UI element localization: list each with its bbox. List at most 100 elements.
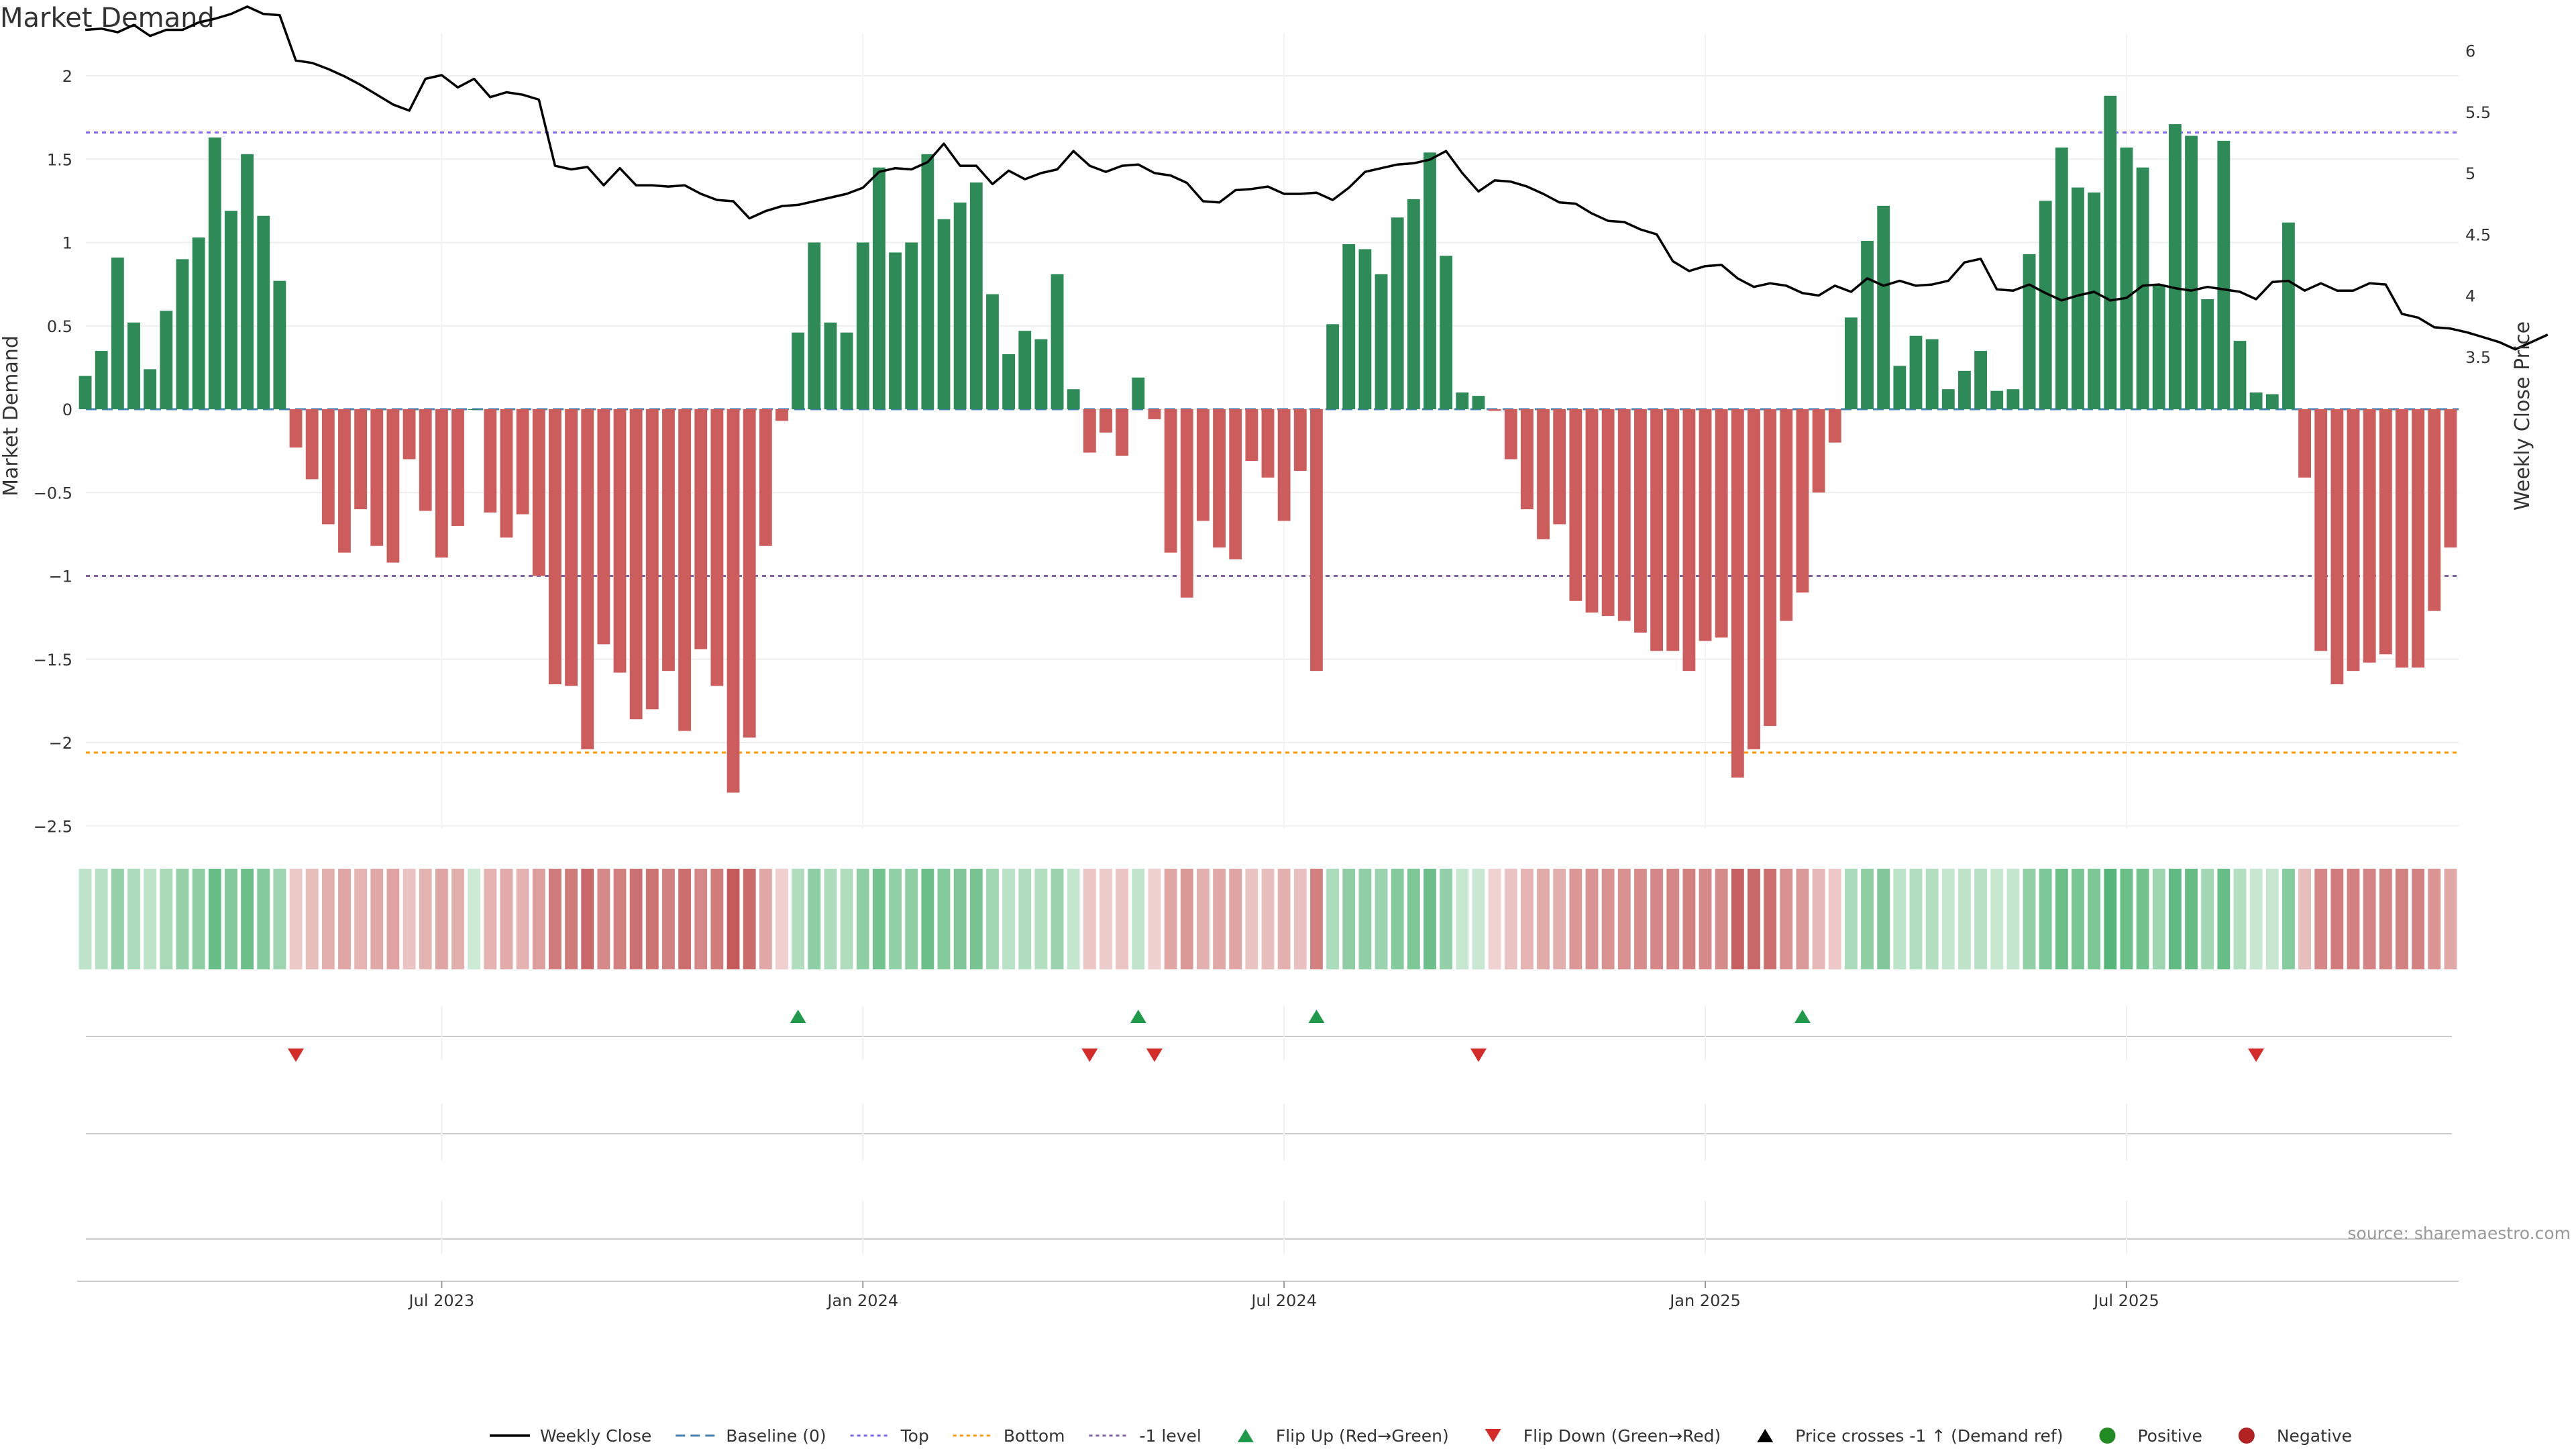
- heat-cell: [78, 869, 92, 969]
- legend-item: Weekly Close: [490, 1426, 651, 1446]
- heat-cell: [1715, 869, 1728, 969]
- heat-cell: [1990, 869, 2004, 969]
- demand-bar: [1407, 199, 1420, 409]
- demand-bar: [516, 409, 529, 515]
- heat-cell: [743, 869, 756, 969]
- demand-bar: [1764, 409, 1777, 727]
- heat-cell: [1472, 869, 1485, 969]
- y-tick-label: 1: [62, 234, 72, 253]
- x-tick-label: Jul 2024: [1250, 1291, 1317, 1310]
- x-tick-label: Jan 2025: [1668, 1291, 1741, 1310]
- heat-cell: [225, 869, 237, 969]
- heat-cell: [321, 869, 335, 969]
- demand-bar: [1424, 152, 1436, 409]
- legend-label: Price crosses -1 ↑ (Demand ref): [1795, 1426, 2063, 1446]
- demand-bar: [1666, 409, 1680, 651]
- demand-bar: [2428, 409, 2441, 611]
- heat-cell: [1537, 869, 1550, 969]
- heat-cell: [532, 869, 545, 969]
- demand-bar: [2201, 299, 2214, 409]
- y2-tick-label: 6: [2465, 42, 2475, 61]
- heat-cell: [1116, 869, 1129, 969]
- demand-bar: [1034, 339, 1048, 409]
- heat-cell: [1213, 869, 1226, 969]
- demand-bar: [2006, 389, 2020, 409]
- y-axis-left: 2 1.5 1 0.5 0 −0.5 −1 −1.5 −2 −2.5: [34, 67, 72, 836]
- demand-bar: [1391, 217, 1404, 409]
- heat-cell: [937, 869, 951, 969]
- demand-bar: [678, 409, 692, 731]
- heat-cell: [1844, 869, 1858, 969]
- legend-swatch: [1237, 1429, 1254, 1442]
- demand-bar: [613, 409, 627, 673]
- demand-bar: [1569, 409, 1582, 601]
- demand-bar: [1358, 249, 1372, 409]
- heat-cell: [1731, 869, 1744, 969]
- demand-bar: [2363, 409, 2376, 663]
- demand-bar: [2168, 124, 2182, 409]
- demand-bar: [532, 409, 545, 576]
- y-tick-label: 1.5: [47, 150, 72, 169]
- demand-bar: [2088, 192, 2101, 409]
- heat-cell: [1099, 869, 1112, 969]
- y-axis-right: 6 5.5 5 4.5 4 3.5: [2465, 42, 2491, 367]
- demand-bar: [1748, 409, 1760, 749]
- heat-cell: [613, 869, 627, 969]
- heat-cell: [2055, 869, 2068, 969]
- demand-bar: [1375, 274, 1388, 409]
- demand-bar: [1861, 241, 1874, 409]
- demand-bar: [953, 202, 967, 409]
- demand-bar: [241, 154, 254, 410]
- demand-bar: [792, 332, 805, 409]
- heat-cell: [289, 869, 303, 969]
- demand-bar: [1440, 256, 1453, 409]
- demand-bar: [937, 219, 951, 409]
- legend-label: Negative: [2277, 1426, 2352, 1446]
- demand-bar: [2282, 222, 2295, 409]
- flip-up-marker: [1308, 1010, 1325, 1023]
- demand-bar: [1909, 335, 1923, 409]
- demand-bar: [889, 252, 902, 409]
- demand-bar: [500, 409, 513, 538]
- heat-cell: [1893, 869, 1907, 969]
- legend-label: Bottom: [1004, 1426, 1065, 1446]
- y-tick-label: −1: [49, 568, 72, 586]
- demand-bar: [1342, 244, 1356, 409]
- y2-axis-title: Weekly Close Price: [2511, 321, 2534, 511]
- legend-label: Top: [900, 1426, 929, 1446]
- heat-cell: [2265, 869, 2279, 969]
- demand-bar: [548, 409, 561, 685]
- heat-cell: [1974, 869, 1988, 969]
- heat-cell: [694, 869, 708, 969]
- demand-bar: [1699, 409, 1712, 641]
- heat-cell: [581, 869, 594, 969]
- heat-cell: [1196, 869, 1210, 969]
- heat-cell: [1456, 869, 1469, 969]
- demand-bar: [1472, 396, 1485, 409]
- demand-bar: [775, 409, 788, 421]
- heat-cell: [1941, 869, 1955, 969]
- demand-bar: [2136, 167, 2149, 410]
- legend-item: -1 level: [1089, 1426, 1201, 1446]
- demand-bar: [1504, 409, 1517, 460]
- demand-bar: [1002, 354, 1016, 409]
- demand-bar: [468, 409, 481, 410]
- heat-cell: [1780, 869, 1793, 969]
- demand-bar: [1326, 324, 1340, 409]
- x-tick-label: Jan 2024: [826, 1291, 898, 1310]
- demand-bar: [2298, 409, 2311, 478]
- demand-bar: [1601, 409, 1615, 616]
- demand-bar: [2120, 147, 2133, 410]
- heat-cell: [2104, 869, 2117, 969]
- demand-bar: [2233, 341, 2247, 409]
- demand-bar: [1310, 409, 1323, 672]
- demand-bar: [338, 409, 351, 553]
- heat-cell: [1293, 869, 1307, 969]
- heat-cell: [1440, 869, 1453, 969]
- legend-item: Top: [850, 1426, 929, 1446]
- heat-cell: [370, 869, 384, 969]
- heat-cell: [2412, 869, 2425, 969]
- source-note: source: sharemaestro.com: [2348, 1224, 2571, 1243]
- heat-cell: [2185, 869, 2198, 969]
